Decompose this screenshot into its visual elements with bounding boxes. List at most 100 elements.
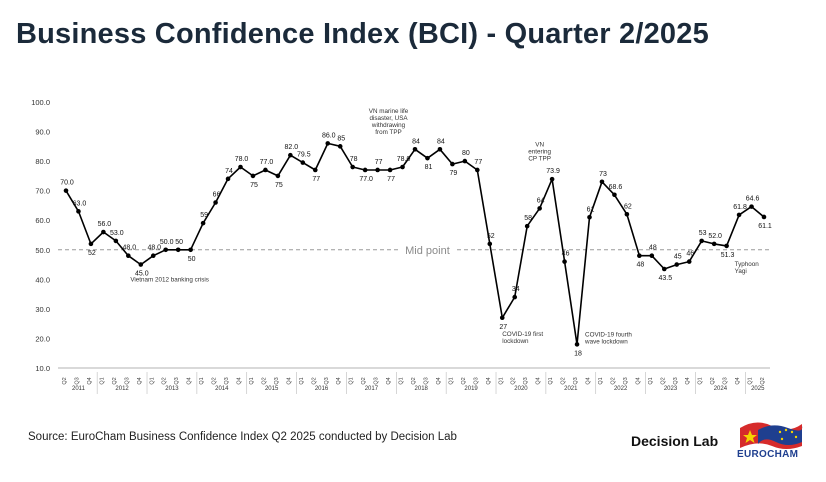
bci-data-point <box>512 294 518 300</box>
y-tick-label: 60.0 <box>35 216 50 225</box>
x-quarter-label: Q2 <box>261 377 267 384</box>
x-year-label: 2023 <box>664 386 678 392</box>
bci-data-point <box>387 167 393 173</box>
event-annotation-line: COVID-19 first <box>502 331 543 338</box>
bci-data-point <box>674 262 680 267</box>
bci-data-label: 50.0 <box>160 239 174 246</box>
bci-data-label: 46 <box>686 251 694 258</box>
bci-data-label: 68.6 <box>609 184 623 191</box>
x-quarter-label: Q1 <box>349 377 355 384</box>
y-tick-label: 30.0 <box>35 305 50 314</box>
x-quarter-label: Q3 <box>124 377 130 384</box>
y-tick-label: 10.0 <box>35 364 50 373</box>
x-quarter-label: Q3 <box>174 377 180 384</box>
event-annotation-line: CP TPP <box>528 155 551 162</box>
bci-data-label: 59 <box>200 212 208 219</box>
bci-data-label: 78.0 <box>397 156 411 163</box>
x-quarter-label: Q2 <box>62 377 68 384</box>
x-year-label: 2014 <box>215 386 229 392</box>
bci-data-label: 43.5 <box>658 275 672 282</box>
bci-data-point <box>150 253 156 258</box>
bci-data-label: 77.0 <box>359 176 373 183</box>
bci-data-point <box>425 155 430 161</box>
bci-data-label: 78 <box>350 156 358 163</box>
bci-data-point <box>88 241 94 247</box>
mid-point-label-bg <box>399 241 456 256</box>
event-annotation-line: disaster, USA <box>369 115 408 122</box>
bci-data-point <box>437 146 443 152</box>
x-quarter-label: Q4 <box>685 377 691 384</box>
x-quarter-label: Q3 <box>324 377 330 384</box>
bci-data-point <box>126 253 131 258</box>
bci-data-label: 82.0 <box>285 144 299 151</box>
event-annotation: COVID-19 first lockdown <box>502 331 543 345</box>
x-quarter-label: Q2 <box>660 377 666 384</box>
x-quarter-label: Q4 <box>735 377 741 384</box>
bci-data-label: 77 <box>375 159 383 166</box>
bci-data-point <box>686 259 692 264</box>
bci-data-point <box>101 229 106 235</box>
x-quarter-label: Q4 <box>237 377 243 384</box>
bci-data-label: 79 <box>449 170 457 177</box>
x-quarter-label: Q1 <box>299 377 305 384</box>
bci-data-point <box>711 241 717 247</box>
x-year-label: 2012 <box>115 386 129 392</box>
x-quarter-label: Q3 <box>274 377 280 384</box>
bci-data-point <box>213 200 218 205</box>
bci-data-label: 50 <box>175 239 183 246</box>
bci-data-point <box>312 167 318 173</box>
x-quarter-label: Q3 <box>374 377 380 384</box>
bci-data-label: 52 <box>487 233 495 240</box>
event-annotation-line: Yagi <box>735 268 747 275</box>
bci-data-point <box>412 146 418 152</box>
bci-data-label: 48.0 <box>123 245 137 252</box>
bci-data-label: 77 <box>474 159 482 166</box>
bci-data-label: 62 <box>624 203 632 210</box>
x-year-label: 2011 <box>72 386 86 392</box>
bci-data-label: 64.6 <box>746 196 760 203</box>
bci-data-point <box>624 212 630 217</box>
x-year-label: 2025 <box>751 386 765 392</box>
bci-data-point <box>300 160 306 165</box>
x-quarter-label: Q4 <box>486 377 492 384</box>
x-quarter-label: Q4 <box>87 377 93 384</box>
x-quarter-label: Q1 <box>548 377 554 384</box>
x-quarter-label: Q2 <box>610 377 616 384</box>
bci-data-label: 56.0 <box>98 221 112 228</box>
eurocham-flag-icon <box>740 422 803 449</box>
x-quarter-label: Q2 <box>760 377 766 384</box>
x-quarter-label: Q2 <box>311 377 317 384</box>
x-quarter-label: Q1 <box>399 377 405 384</box>
x-year-label: 2015 <box>265 386 279 392</box>
x-quarter-label: Q3 <box>723 377 729 384</box>
bci-data-point <box>637 253 642 258</box>
bci-data-point <box>238 164 243 170</box>
event-annotation-line: Typhoon <box>735 261 760 268</box>
x-quarter-label: Q2 <box>461 377 467 384</box>
bci-data-point <box>612 192 617 198</box>
bci-data-label: 48 <box>636 262 644 269</box>
bci-data-label: 74 <box>225 168 233 175</box>
x-quarter-label: Q1 <box>149 377 155 384</box>
x-quarter-label: Q2 <box>561 377 567 384</box>
bci-data-point <box>288 152 293 158</box>
bci-data-point <box>350 164 355 170</box>
bci-data-point <box>400 164 405 170</box>
event-annotation-line: COVID-19 fourth <box>585 331 632 338</box>
bci-data-label: 80 <box>462 150 470 157</box>
x-quarter-label: Q1 <box>598 377 604 384</box>
bci-data-point <box>487 241 493 247</box>
bci-data-label: 66 <box>213 191 221 198</box>
bci-data-label: 53 <box>699 230 707 237</box>
bci-data-label: 48 <box>649 245 657 252</box>
x-quarter-label: Q3 <box>573 377 579 384</box>
bci-data-label: 50 <box>188 256 196 263</box>
bci-data-label: 18 <box>574 350 582 357</box>
bci-data-label: 77 <box>312 176 320 183</box>
x-quarter-label: Q4 <box>187 377 193 384</box>
bci-data-label: 46 <box>562 251 570 258</box>
event-annotation-line: wave lockdown <box>584 338 628 345</box>
x-quarter-label: Q3 <box>473 377 479 384</box>
bci-data-point <box>188 247 193 253</box>
x-quarter-label: Q2 <box>361 377 367 384</box>
